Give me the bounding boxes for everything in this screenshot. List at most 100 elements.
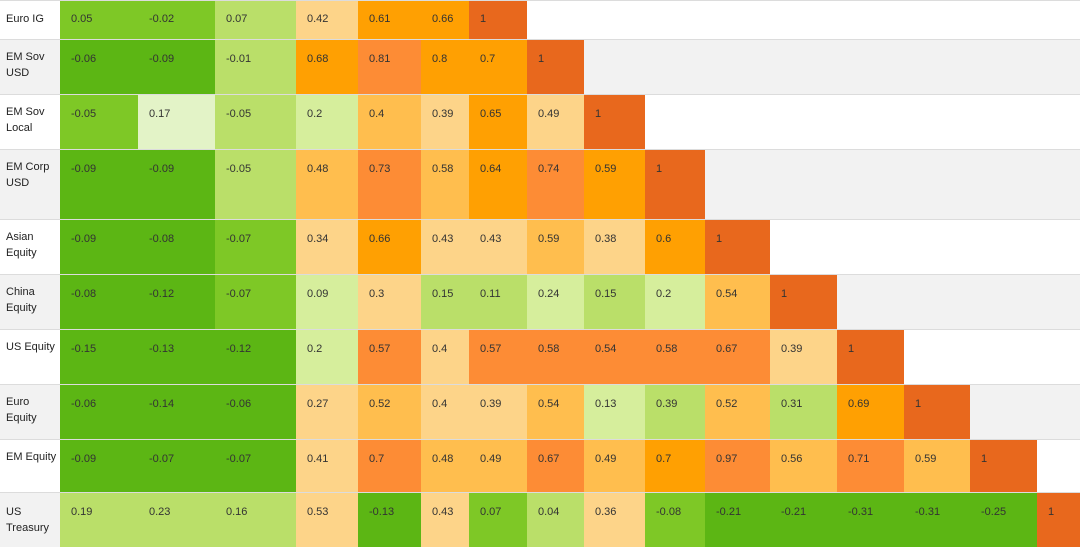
heatmap-cell: -0.06 [215,385,296,440]
heatmap-cell: -0.12 [215,330,296,385]
heatmap-cell: -0.13 [358,493,421,547]
cell-value: 0.48 [432,453,454,465]
heatmap-cell: 0.7 [645,440,705,493]
row-label: EM Equity [6,451,57,463]
cell-value: 0.68 [307,53,329,65]
heatmap-cell: 0.07 [215,0,296,40]
cell-value: 0.39 [432,108,454,120]
heatmap-cell: 0.48 [296,150,358,220]
cell-value: 0.49 [480,453,502,465]
row-label: Asian Equity [6,231,37,259]
cell-value: 0.36 [595,506,617,518]
cell-value: 0.11 [480,288,501,300]
cell-value: 0.05 [71,13,93,25]
heatmap-cell: 0.59 [904,440,970,493]
cell-value: 0.67 [716,343,738,355]
matrix-row: EM Corp USD -0.09 -0.09 -0.05 0.48 0.73 0.58 0.… [0,150,1080,220]
heatmap-cell: 0.7 [358,440,421,493]
heatmap-cell: 0.57 [358,330,421,385]
heatmap-cell: 0.15 [421,275,469,330]
cell-value: -0.06 [226,398,252,410]
cell-value: 0.04 [538,506,560,518]
matrix-row: Euro IG 0.05 -0.02 0.07 0.42 0.61 0.66 1 [0,0,1080,40]
cell-value: -0.31 [848,506,874,518]
heatmap-cell: 0.39 [645,385,705,440]
heatmap-cell: -0.07 [215,440,296,493]
heatmap-cell: 0.2 [296,95,358,150]
heatmap-cell: 0.4 [421,385,469,440]
row-divider [0,0,1080,1]
heatmap-cell: 0.53 [296,493,358,547]
heatmap-cell: 0.97 [705,440,770,493]
heatmap-cell: -0.09 [138,40,215,95]
heatmap-cell: 0.09 [296,275,358,330]
heatmap-cell: 0.74 [527,150,584,220]
heatmap-cell: 0.58 [645,330,705,385]
heatmap-cell: 0.52 [705,385,770,440]
heatmap-cell: 0.54 [584,330,645,385]
heatmap-cell: 0.67 [527,440,584,493]
cell-value: -0.05 [226,163,252,175]
heatmap-cell: 0.71 [837,440,904,493]
cell-value: -0.12 [226,343,252,355]
cell-value: 0.17 [149,108,171,120]
cell-value: -0.05 [71,108,97,120]
heatmap-cell: 0.39 [421,95,469,150]
cell-value: 0.24 [538,288,560,300]
cell-value: -0.09 [149,163,175,175]
heatmap-cell: -0.02 [138,0,215,40]
row-divider [0,439,1080,440]
heatmap-cell: 0.24 [527,275,584,330]
heatmap-cell: 0.69 [837,385,904,440]
cell-value: 0.57 [369,343,391,355]
heatmap-cell: 0.42 [296,0,358,40]
heatmap-cell: 0.59 [584,150,645,220]
cell-value: -0.21 [716,506,742,518]
cell-value: 0.4 [369,108,385,120]
cell-value: -0.14 [149,398,175,410]
cell-value: -0.09 [149,53,175,65]
cell-value: 0.67 [538,453,560,465]
cell-value: -0.02 [149,13,175,25]
cell-value: 0.09 [307,288,329,300]
cell-value: 0.27 [307,398,329,410]
cell-value: -0.09 [71,453,97,465]
cell-value: -0.09 [71,163,97,175]
cell-value: 1 [781,288,788,300]
heatmap-cell: 1 [527,40,584,95]
heatmap-cell: 0.38 [584,220,645,275]
heatmap-cell: -0.21 [705,493,770,547]
cell-value: 0.39 [480,398,502,410]
row-label: Euro IG [6,13,44,25]
heatmap-cell: 0.17 [138,95,215,150]
cell-value: 0.23 [149,506,171,518]
cell-value: 0.16 [226,506,248,518]
matrix-row: Asian Equity -0.09 -0.08 -0.07 0.34 0.66 0.43 0… [0,220,1080,275]
heatmap-cell: -0.05 [215,95,296,150]
cell-value: 0.59 [595,163,617,175]
heatmap-cell: -0.05 [215,150,296,220]
cell-value: 1 [848,343,855,355]
cell-value: -0.01 [226,53,252,65]
heatmap-cell: 0.43 [469,220,527,275]
heatmap-cell: -0.31 [837,493,904,547]
heatmap-cell: -0.15 [60,330,138,385]
heatmap-cell: 0.66 [358,220,421,275]
cell-value: 0.2 [307,108,323,120]
matrix-row: China Equity -0.08 -0.12 -0.07 0.09 0.3 0.15 0.… [0,275,1080,330]
matrix-row: EM Sov USD -0.06 -0.09 -0.01 0.68 0.81 0.8 0.7 1 [0,40,1080,95]
cell-value: 0.64 [480,163,502,175]
heatmap-cell: 0.11 [469,275,527,330]
heatmap-cell: 0.3 [358,275,421,330]
heatmap-cell: 0.68 [296,40,358,95]
cell-value: 0.31 [781,398,803,410]
cell-value: 0.81 [369,53,391,65]
matrix-row: US Treasury 0.19 0.23 0.16 0.53 -0.13 0.43 0.07… [0,493,1080,547]
cell-value: -0.05 [226,108,252,120]
row-label: US Equity [6,341,55,353]
heatmap-cell: 0.16 [215,493,296,547]
heatmap-cell: 0.58 [527,330,584,385]
row-divider [0,149,1080,150]
cell-value: 0.74 [538,163,560,175]
